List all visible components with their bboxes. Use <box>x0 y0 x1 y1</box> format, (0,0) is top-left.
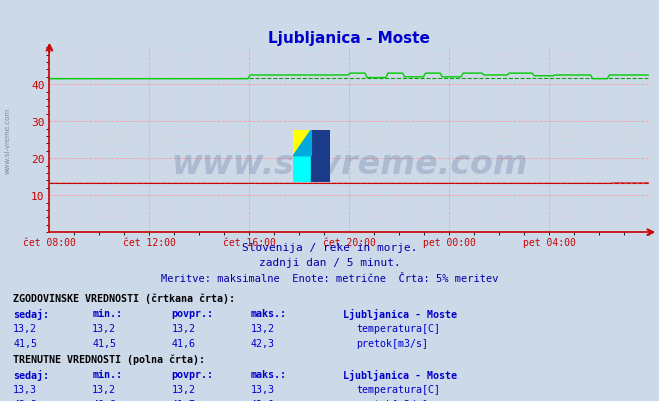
Text: sedaj:: sedaj: <box>13 369 49 380</box>
Text: TRENUTNE VREDNOSTI (polna črta):: TRENUTNE VREDNOSTI (polna črta): <box>13 354 205 364</box>
Text: 13,2: 13,2 <box>171 323 195 333</box>
Text: min.:: min.: <box>92 369 123 379</box>
Text: povpr.:: povpr.: <box>171 369 214 379</box>
Text: pretok[m3/s]: pretok[m3/s] <box>356 399 428 401</box>
Text: 13,3: 13,3 <box>13 384 37 394</box>
Text: www.si-vreme.com: www.si-vreme.com <box>171 148 528 181</box>
Text: Meritve: maksimalne  Enote: metrične  Črta: 5% meritev: Meritve: maksimalne Enote: metrične Črta… <box>161 273 498 283</box>
Text: min.:: min.: <box>92 308 123 318</box>
Text: sedaj:: sedaj: <box>13 308 49 319</box>
Text: 13,2: 13,2 <box>92 323 116 333</box>
Text: ZGODOVINSKE VREDNOSTI (črtkana črta):: ZGODOVINSKE VREDNOSTI (črtkana črta): <box>13 293 235 303</box>
Text: 42,3: 42,3 <box>250 338 274 348</box>
Text: Slovenija / reke in morje.: Slovenija / reke in morje. <box>242 243 417 253</box>
Text: 42,3: 42,3 <box>13 399 37 401</box>
Text: 13,2: 13,2 <box>92 384 116 394</box>
Text: temperatura[C]: temperatura[C] <box>356 323 440 333</box>
Text: 41,6: 41,6 <box>171 338 195 348</box>
Text: 41,5: 41,5 <box>92 338 116 348</box>
Text: 40,8: 40,8 <box>92 399 116 401</box>
Text: 43,0: 43,0 <box>250 399 274 401</box>
Text: 13,2: 13,2 <box>171 384 195 394</box>
Polygon shape <box>293 130 312 156</box>
Bar <box>312 130 330 182</box>
Text: Ljubljanica - Moste: Ljubljanica - Moste <box>343 308 457 319</box>
Title: Ljubljanica - Moste: Ljubljanica - Moste <box>268 30 430 46</box>
Text: 13,2: 13,2 <box>250 323 274 333</box>
Text: 41,5: 41,5 <box>13 338 37 348</box>
Text: zadnji dan / 5 minut.: zadnji dan / 5 minut. <box>258 258 401 268</box>
Text: www.si-vreme.com: www.si-vreme.com <box>5 107 11 173</box>
Text: pretok[m3/s]: pretok[m3/s] <box>356 338 428 348</box>
Text: povpr.:: povpr.: <box>171 308 214 318</box>
Text: 41,7: 41,7 <box>171 399 195 401</box>
Text: Ljubljanica - Moste: Ljubljanica - Moste <box>343 369 457 380</box>
Text: maks.:: maks.: <box>250 369 287 379</box>
Text: 13,2: 13,2 <box>13 323 37 333</box>
Text: maks.:: maks.: <box>250 308 287 318</box>
Bar <box>293 130 312 156</box>
Text: temperatura[C]: temperatura[C] <box>356 384 440 394</box>
Bar <box>293 156 312 182</box>
Text: 13,3: 13,3 <box>250 384 274 394</box>
